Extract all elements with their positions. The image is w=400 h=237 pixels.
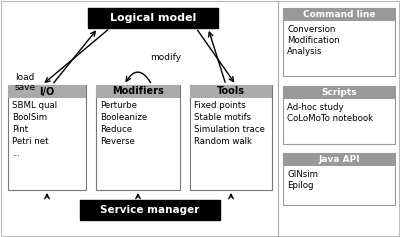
Text: Stable motifs: Stable motifs	[194, 113, 251, 122]
Text: Service manager: Service manager	[100, 205, 200, 215]
Bar	[96, 85, 180, 190]
Text: Epilog: Epilog	[287, 181, 314, 190]
Bar	[283, 8, 395, 21]
Bar	[283, 153, 395, 166]
Text: CoLoMoTo notebook: CoLoMoTo notebook	[287, 114, 373, 123]
Text: load
save: load save	[14, 73, 36, 92]
Bar	[190, 85, 272, 190]
Text: ...: ...	[12, 149, 20, 158]
Text: I/O: I/O	[39, 87, 55, 96]
Text: Java API: Java API	[318, 155, 360, 164]
Text: Modification: Modification	[287, 36, 340, 45]
Bar	[96, 85, 180, 98]
Text: Random walk: Random walk	[194, 137, 252, 146]
Text: Modifiers: Modifiers	[112, 87, 164, 96]
Text: Conversion: Conversion	[287, 25, 335, 34]
Bar	[283, 8, 395, 76]
Text: Perturbe: Perturbe	[100, 101, 137, 110]
Text: Simulation trace: Simulation trace	[194, 125, 265, 134]
Bar	[283, 153, 395, 205]
Bar	[88, 8, 218, 28]
Bar	[8, 85, 86, 98]
Text: GINsim: GINsim	[287, 170, 318, 179]
Bar	[283, 86, 395, 99]
Bar	[283, 86, 395, 144]
Bar	[8, 85, 86, 190]
Text: Reverse: Reverse	[100, 137, 135, 146]
Text: Analysis: Analysis	[287, 47, 322, 56]
Bar	[80, 200, 220, 220]
Text: Petri net: Petri net	[12, 137, 48, 146]
Text: Logical model: Logical model	[110, 13, 196, 23]
Bar	[190, 85, 272, 98]
Text: Ad-hoc study: Ad-hoc study	[287, 103, 344, 112]
Text: modify: modify	[150, 53, 182, 61]
Text: SBML qual: SBML qual	[12, 101, 57, 110]
Text: Reduce: Reduce	[100, 125, 132, 134]
Text: Tools: Tools	[217, 87, 245, 96]
Text: Booleanize: Booleanize	[100, 113, 147, 122]
Text: Fixed points: Fixed points	[194, 101, 246, 110]
Text: Scripts: Scripts	[321, 88, 357, 97]
Text: Command line: Command line	[303, 10, 375, 19]
Text: BoolSim: BoolSim	[12, 113, 47, 122]
Text: Pint: Pint	[12, 125, 28, 134]
